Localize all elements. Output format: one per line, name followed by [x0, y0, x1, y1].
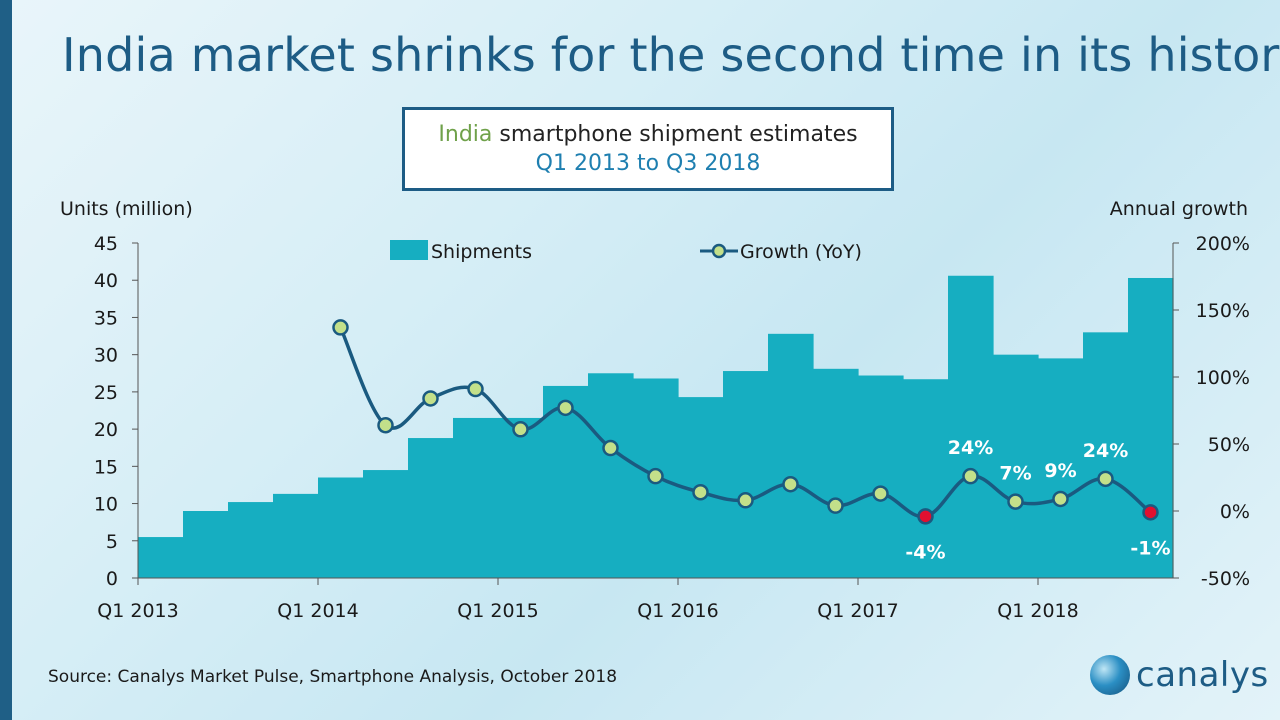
growth-marker [557, 399, 574, 417]
growth-marker [377, 416, 394, 434]
left-tick-label: 0 [106, 568, 118, 590]
shipments-bar [903, 379, 949, 578]
subtitle-rest: smartphone shipment estimates [492, 122, 858, 147]
subtitle-highlight: India [438, 122, 493, 147]
right-tick-label: 0% [1220, 501, 1250, 523]
shipments-bar [858, 375, 904, 578]
subtitle-range: Q1 2013 to Q3 2018 [535, 151, 761, 176]
legend-growth-label: Growth (YoY) [740, 241, 862, 263]
right-tick-label: 100% [1196, 367, 1250, 389]
left-tick-label: 25 [94, 382, 118, 404]
x-tick-label: Q1 2013 [97, 600, 178, 622]
logo-globe-icon [1090, 655, 1130, 695]
x-tick-label: Q1 2015 [457, 600, 538, 622]
right-tick-label: 50% [1208, 434, 1250, 456]
shipments-bar [138, 537, 184, 578]
growth-marker [1052, 490, 1069, 508]
left-tick-label: 15 [94, 456, 118, 478]
growth-marker [1097, 470, 1114, 488]
legend-shipments-swatch [390, 240, 428, 260]
growth-data-label: 24% [1083, 440, 1128, 462]
growth-marker [647, 467, 664, 485]
chart-subtitle-box: India smartphone shipment estimates Q1 2… [402, 107, 894, 191]
growth-marker [737, 492, 754, 509]
left-tick-label: 20 [94, 419, 118, 441]
legend-shipments-label: Shipments [431, 241, 532, 263]
growth-marker [917, 508, 934, 525]
shipments-bar [1038, 358, 1084, 578]
growth-marker [1007, 493, 1024, 510]
logo-text: canalys [1136, 655, 1269, 695]
growth-marker [1142, 504, 1159, 521]
shipments-bar [363, 470, 409, 578]
source-note: Source: Canalys Market Pulse, Smartphone… [48, 667, 618, 687]
shipments-bar [948, 275, 994, 578]
shipments-bar [588, 373, 634, 578]
shipments-bar [498, 417, 544, 578]
left-accent-bar [0, 0, 12, 720]
right-tick-label: 200% [1196, 233, 1250, 255]
growth-marker [782, 475, 799, 493]
growth-marker [422, 390, 439, 407]
left-tick-label: 40 [94, 270, 118, 292]
x-tick-label: Q1 2016 [637, 600, 718, 622]
x-tick-label: Q1 2017 [817, 600, 898, 622]
page-title: India market shrinks for the second time… [62, 28, 1280, 82]
growth-marker [962, 467, 979, 485]
left-tick-label: 5 [106, 531, 118, 553]
growth-data-label: 9% [1044, 460, 1076, 482]
growth-marker [602, 439, 619, 457]
shipments-bar [318, 477, 364, 578]
growth-marker [872, 485, 889, 502]
shipments-bar [273, 493, 319, 578]
growth-data-label: -4% [905, 541, 945, 563]
left-tick-label: 30 [94, 345, 118, 367]
growth-data-label: 24% [948, 437, 993, 459]
shipments-bar [813, 368, 859, 578]
growth-data-label: -1% [1130, 537, 1170, 559]
right-tick-label: 150% [1196, 300, 1250, 322]
canalys-logo: canalys [1090, 655, 1269, 695]
shipments-bar [723, 371, 769, 578]
left-tick-label: 45 [94, 233, 118, 255]
growth-marker [332, 319, 349, 336]
legend-growth-marker [711, 243, 727, 259]
right-axis-title: Annual growth [1110, 198, 1248, 220]
left-axis-title: Units (million) [60, 198, 193, 220]
x-tick-label: Q1 2018 [997, 600, 1078, 622]
shipments-bar [1128, 277, 1174, 578]
growth-marker [467, 380, 484, 398]
right-tick-label: -50% [1201, 568, 1250, 590]
shipments-bar [768, 333, 814, 578]
shipments-bar [453, 417, 499, 578]
subtitle-line: India smartphone shipment estimates [405, 122, 891, 147]
shipments-bar [993, 354, 1039, 578]
growth-data-label: 7% [999, 463, 1031, 485]
shipments-bar [183, 511, 229, 578]
x-tick-label: Q1 2014 [277, 600, 358, 622]
shipments-bar [228, 502, 274, 578]
left-tick-label: 10 [94, 494, 118, 516]
growth-marker [692, 483, 709, 501]
left-tick-label: 35 [94, 307, 118, 329]
shipments-bar [1083, 332, 1129, 578]
growth-marker [512, 421, 529, 438]
growth-marker [827, 497, 844, 514]
shipments-bar [408, 438, 454, 578]
